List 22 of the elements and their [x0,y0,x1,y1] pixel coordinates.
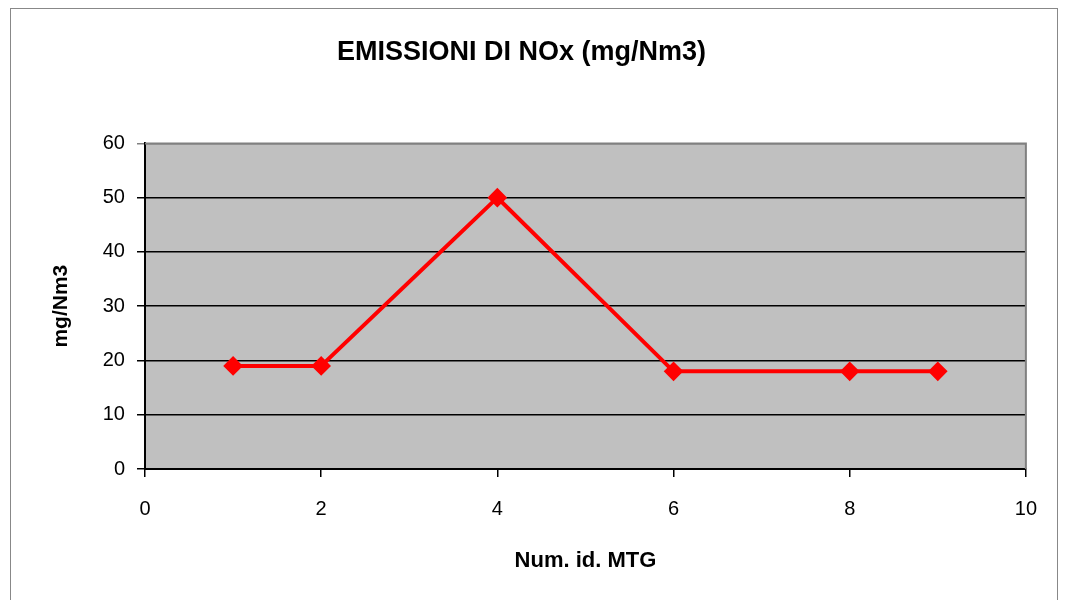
x-tick-label: 4 [491,496,503,519]
x-tick-label: 6 [667,496,680,519]
point [664,362,683,381]
chart-title: EMISSIONI DI NOx (mg/Nm3) [336,35,707,66]
point [928,362,947,381]
x-tick-label: 0 [139,496,151,519]
y-tick-label: 10 [102,402,125,425]
point [312,356,331,375]
point [488,188,507,207]
x-tick-label: 10 [1014,496,1037,519]
x-axis-title: Num. id. MTG [514,546,657,572]
y-axis-title: mg/Nm3 [48,264,72,348]
x-tick-label: 8 [844,496,856,519]
y-tick-label: 50 [102,185,125,208]
point [224,356,243,375]
point [840,362,859,381]
x-tick-label: 2 [315,496,327,519]
y-tick-label: 40 [102,239,125,262]
y-tick-label: 0 [113,456,125,479]
y-tick-label: 20 [102,347,125,370]
y-tick-label: 60 [102,130,125,153]
y-tick-label: 30 [102,293,125,316]
